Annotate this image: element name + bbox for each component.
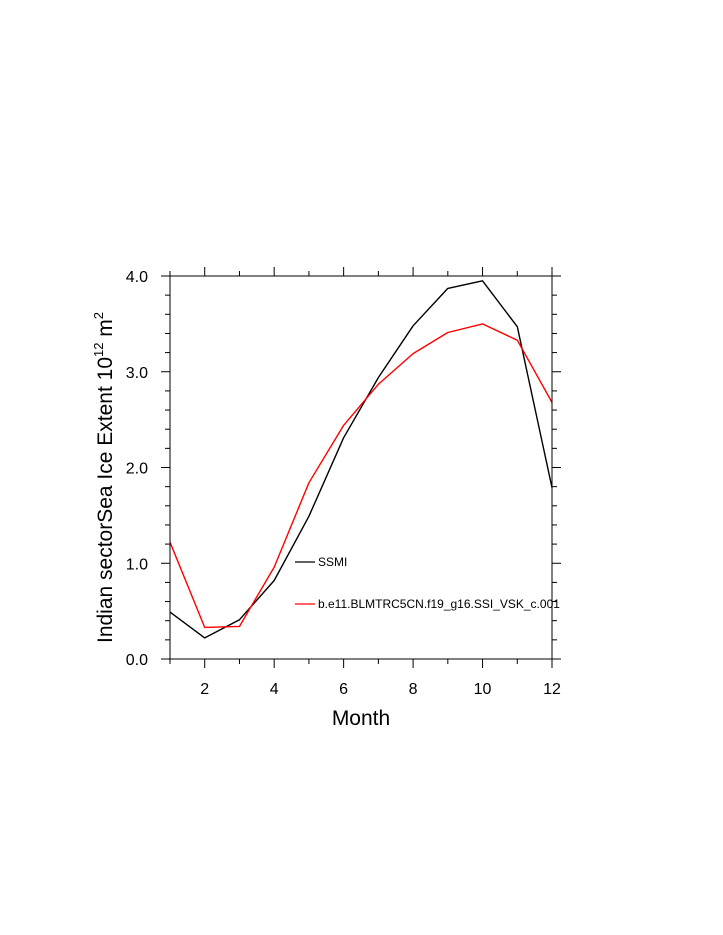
y-axis-title-exponent: 12 [91, 343, 106, 357]
x-tick-label: 12 [543, 681, 561, 698]
x-tick-label: 4 [270, 681, 279, 698]
y-axis-title: Indian sectorSea Ice Extent 1012 m2 [91, 312, 117, 643]
y-axis-title-unit-exponent: 2 [91, 312, 106, 319]
y-axis-title-unit: m [94, 319, 117, 342]
y-tick-label: 1.0 [126, 556, 148, 573]
tick-marks [161, 267, 561, 668]
series-line-ssmi [169, 280, 553, 639]
tick-labels: 2 4 6 8 10 12 0.0 1.0 2.0 3.0 4.0 [126, 269, 561, 698]
plot-frame [169, 275, 553, 660]
y-tick-label: 0.0 [126, 652, 148, 669]
x-tick-label: 8 [409, 681, 418, 698]
series-lines [169, 280, 553, 639]
y-tick-label: 2.0 [126, 461, 148, 478]
x-tick-label: 6 [339, 681, 348, 698]
x-tick-label: 10 [474, 681, 492, 698]
y-tick-label: 4.0 [126, 269, 148, 286]
legend-label-model: b.e11.BLMTRC5CN.f19_g16.SSI_VSK_c.001 [318, 597, 560, 611]
y-axis-title-main: Indian sectorSea Ice Extent 10 [94, 357, 117, 643]
legend-label-ssmi: SSMI [318, 555, 347, 569]
x-tick-label: 2 [200, 681, 209, 698]
x-axis-title: Month [332, 707, 390, 730]
y-tick-label: 3.0 [126, 365, 148, 382]
legend: SSMI b.e11.BLMTRC5CN.f19_g16.SSI_VSK_c.0… [295, 555, 560, 611]
series-line-model [169, 323, 553, 629]
